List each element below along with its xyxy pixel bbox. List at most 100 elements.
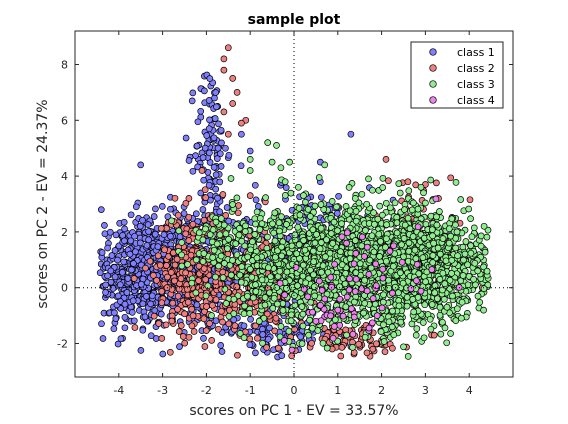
data-point (322, 253, 329, 261)
data-point (201, 87, 208, 95)
data-point (278, 243, 285, 251)
data-point (188, 305, 196, 313)
data-point (199, 258, 207, 265)
data-point (343, 239, 350, 247)
data-point (238, 130, 245, 138)
y-tick-label: 4 (61, 170, 68, 183)
data-point (375, 230, 383, 238)
data-point (121, 237, 128, 245)
data-point (252, 349, 259, 357)
x-tick-label: 2 (378, 384, 385, 397)
data-point (385, 177, 392, 185)
data-point (298, 303, 306, 310)
data-point (411, 246, 419, 254)
data-point (439, 269, 447, 277)
data-point (195, 229, 203, 237)
data-point (215, 120, 222, 128)
data-point (210, 134, 218, 142)
data-point (281, 178, 289, 186)
data-point (460, 256, 467, 264)
data-point (468, 233, 476, 241)
data-point (300, 192, 307, 199)
data-point (376, 202, 384, 210)
data-point (433, 295, 441, 302)
data-point (448, 215, 456, 223)
data-point (176, 343, 183, 350)
data-point (208, 312, 215, 319)
data-point (178, 239, 186, 246)
data-point (217, 126, 225, 134)
data-point (300, 261, 307, 269)
data-point (220, 55, 228, 63)
data-point (288, 311, 295, 319)
data-point (281, 291, 289, 299)
legend-marker (429, 80, 437, 88)
data-point (431, 289, 439, 297)
data-point (436, 208, 443, 215)
data-point (333, 203, 340, 211)
data-point (390, 242, 398, 250)
data-point (427, 325, 435, 333)
data-point (410, 308, 418, 316)
data-point (225, 217, 233, 225)
data-point (146, 257, 154, 265)
data-point (203, 132, 211, 139)
data-point (458, 314, 465, 322)
data-point (247, 315, 254, 323)
data-point (145, 236, 152, 244)
data-point (252, 220, 259, 228)
data-point (291, 231, 299, 239)
data-point (350, 260, 358, 268)
data-point (240, 310, 248, 318)
data-point (395, 302, 403, 310)
data-point (224, 130, 232, 138)
data-point (304, 206, 312, 213)
data-point (229, 256, 236, 264)
data-point (166, 348, 174, 356)
data-point (299, 322, 307, 330)
data-point (352, 250, 360, 257)
data-point (318, 268, 325, 276)
data-point (426, 315, 434, 323)
data-point (471, 259, 479, 267)
data-point (202, 276, 209, 283)
data-point (201, 186, 209, 194)
data-point (330, 218, 338, 226)
data-point (256, 226, 264, 233)
data-point (277, 323, 285, 330)
data-point (217, 342, 225, 349)
data-point (225, 320, 233, 328)
data-point (233, 89, 241, 96)
data-point (128, 309, 136, 316)
data-point (216, 208, 224, 216)
data-point (342, 303, 350, 311)
data-point (396, 269, 404, 277)
data-point (408, 206, 416, 214)
data-point (182, 269, 189, 277)
data-point (379, 184, 387, 191)
data-point (417, 183, 425, 191)
data-point (179, 333, 187, 340)
data-point (111, 309, 118, 317)
data-point (251, 181, 259, 189)
data-point (295, 204, 303, 212)
data-point (185, 195, 193, 202)
data-point (446, 276, 454, 284)
data-point (129, 297, 137, 305)
data-point (311, 239, 319, 247)
data-point (276, 227, 283, 235)
data-point (190, 328, 198, 335)
data-point (229, 100, 237, 107)
data-point (352, 275, 360, 283)
data-point (254, 334, 261, 342)
data-point (238, 263, 246, 270)
data-point (221, 260, 228, 267)
data-point (198, 167, 206, 174)
data-point (316, 245, 324, 253)
data-point (377, 238, 384, 245)
data-point (380, 291, 387, 299)
data-point (212, 171, 220, 179)
data-point (143, 242, 151, 249)
data-point (362, 227, 369, 234)
data-point (276, 279, 284, 287)
